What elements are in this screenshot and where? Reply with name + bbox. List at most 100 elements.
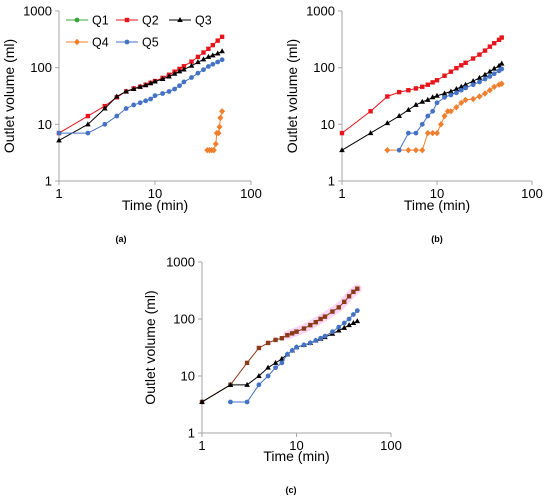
x-tick-label: 1 <box>338 186 345 201</box>
data-point-q4 <box>481 90 488 97</box>
data-point-q2 <box>477 52 482 57</box>
data-point-q2 <box>301 326 307 331</box>
data-point-q3 <box>354 318 361 324</box>
data-point-q5 <box>301 342 307 348</box>
data-point-q3 <box>384 120 391 126</box>
legend-marker-q5 <box>124 39 130 45</box>
data-point-q5 <box>396 147 402 153</box>
data-point-q5 <box>341 320 347 326</box>
data-point-q5 <box>354 308 360 314</box>
data-point-q3 <box>453 86 460 92</box>
data-point-q2 <box>273 337 278 343</box>
highlight-band <box>282 284 362 340</box>
series-q2 <box>199 286 360 405</box>
data-point-q5 <box>219 57 225 63</box>
data-point-q3 <box>470 78 476 84</box>
data-point-q2 <box>206 46 211 52</box>
legend-marker-q1 <box>74 17 80 23</box>
y-tick-label: 1 <box>188 426 195 441</box>
data-point-q5 <box>273 365 278 371</box>
data-point-q3 <box>498 60 505 66</box>
data-point-q5 <box>413 130 419 136</box>
data-point-q5 <box>85 130 91 136</box>
data-point-q3 <box>419 98 426 104</box>
data-point-q3 <box>487 68 493 74</box>
data-point-q2 <box>308 322 313 328</box>
data-point-q5 <box>289 348 295 353</box>
data-point-q3 <box>367 130 374 136</box>
data-point-q3 <box>166 73 172 79</box>
legend: Q1 Q2 Q3 Q4 Q5 <box>66 14 212 50</box>
data-point-q5 <box>458 87 464 93</box>
y-tick-label: 100 <box>173 312 195 327</box>
series-line-q3 <box>341 63 503 151</box>
legend-label-q3: Q3 <box>195 14 212 28</box>
data-point-q2 <box>279 336 285 341</box>
data-point-q2 <box>256 345 262 351</box>
data-point-q5 <box>453 90 459 96</box>
data-point-q3 <box>458 83 465 89</box>
data-point-q2 <box>385 94 390 99</box>
series-q5 <box>228 308 360 405</box>
data-point-q5 <box>487 74 493 79</box>
data-point-q5 <box>330 329 335 335</box>
data-point-q5 <box>425 113 431 119</box>
y-tick-label: 10 <box>181 369 195 384</box>
x-tick-label: 1 <box>198 438 205 453</box>
data-point-q3 <box>152 78 158 84</box>
data-point-q2 <box>463 60 468 65</box>
data-point-q5 <box>195 70 201 76</box>
data-point-q2 <box>351 289 356 295</box>
data-point-q2 <box>342 299 347 305</box>
data-point-q2 <box>330 309 335 314</box>
data-point-q3 <box>396 113 402 119</box>
data-point-q2 <box>406 88 411 93</box>
data-point-q2 <box>201 50 206 55</box>
data-point-q2 <box>355 286 360 291</box>
data-point-q4 <box>496 81 503 88</box>
data-point-q2 <box>368 109 373 114</box>
data-point-q2 <box>442 73 447 78</box>
data-point-q2 <box>318 316 323 322</box>
x-tick-label: 10 <box>148 186 162 201</box>
data-point-q3 <box>405 106 412 112</box>
y-axis-title: Outlet volume (ml) <box>142 290 158 404</box>
data-point-q2 <box>491 41 497 46</box>
data-point-q4 <box>215 129 222 137</box>
data-point-q2 <box>215 38 220 43</box>
data-point-q2 <box>448 69 454 74</box>
series-line-q2 <box>341 37 503 134</box>
data-point-q5 <box>244 399 250 405</box>
data-point-q5 <box>201 67 206 73</box>
series-q4 <box>384 80 505 154</box>
data-point-q3 <box>265 364 271 370</box>
data-point-q5 <box>482 76 488 82</box>
y-tick-label: 10 <box>38 117 52 132</box>
data-point-q4 <box>441 112 448 120</box>
data-point-q3 <box>424 96 431 102</box>
data-point-q2 <box>265 340 271 346</box>
data-point-q3 <box>476 74 483 80</box>
data-point-q3 <box>462 81 469 87</box>
data-point-q5 <box>177 83 182 89</box>
data-point-q5 <box>477 79 482 85</box>
chart-panel-2: 1 10 100 1000 1 10 100 Time (min) Outlet volume … <box>284 4 543 245</box>
legend-label-q4: Q4 <box>92 36 109 50</box>
data-point-q2 <box>425 82 430 87</box>
series-q3 <box>339 60 505 153</box>
data-point-q2 <box>244 360 250 366</box>
data-point-q4 <box>476 93 483 100</box>
data-point-q3 <box>137 83 143 89</box>
data-point-q3 <box>429 94 436 100</box>
data-point-q5 <box>181 79 187 85</box>
data-point-q4 <box>429 129 436 137</box>
data-point-q2 <box>459 63 464 68</box>
legend-marker-q4 <box>74 38 80 46</box>
panel-label: (b) <box>431 234 443 244</box>
data-point-q2 <box>496 37 502 43</box>
data-point-q5 <box>152 93 158 99</box>
data-point-q5 <box>189 75 194 80</box>
data-point-q2 <box>322 314 328 319</box>
data-point-q5 <box>419 121 425 127</box>
